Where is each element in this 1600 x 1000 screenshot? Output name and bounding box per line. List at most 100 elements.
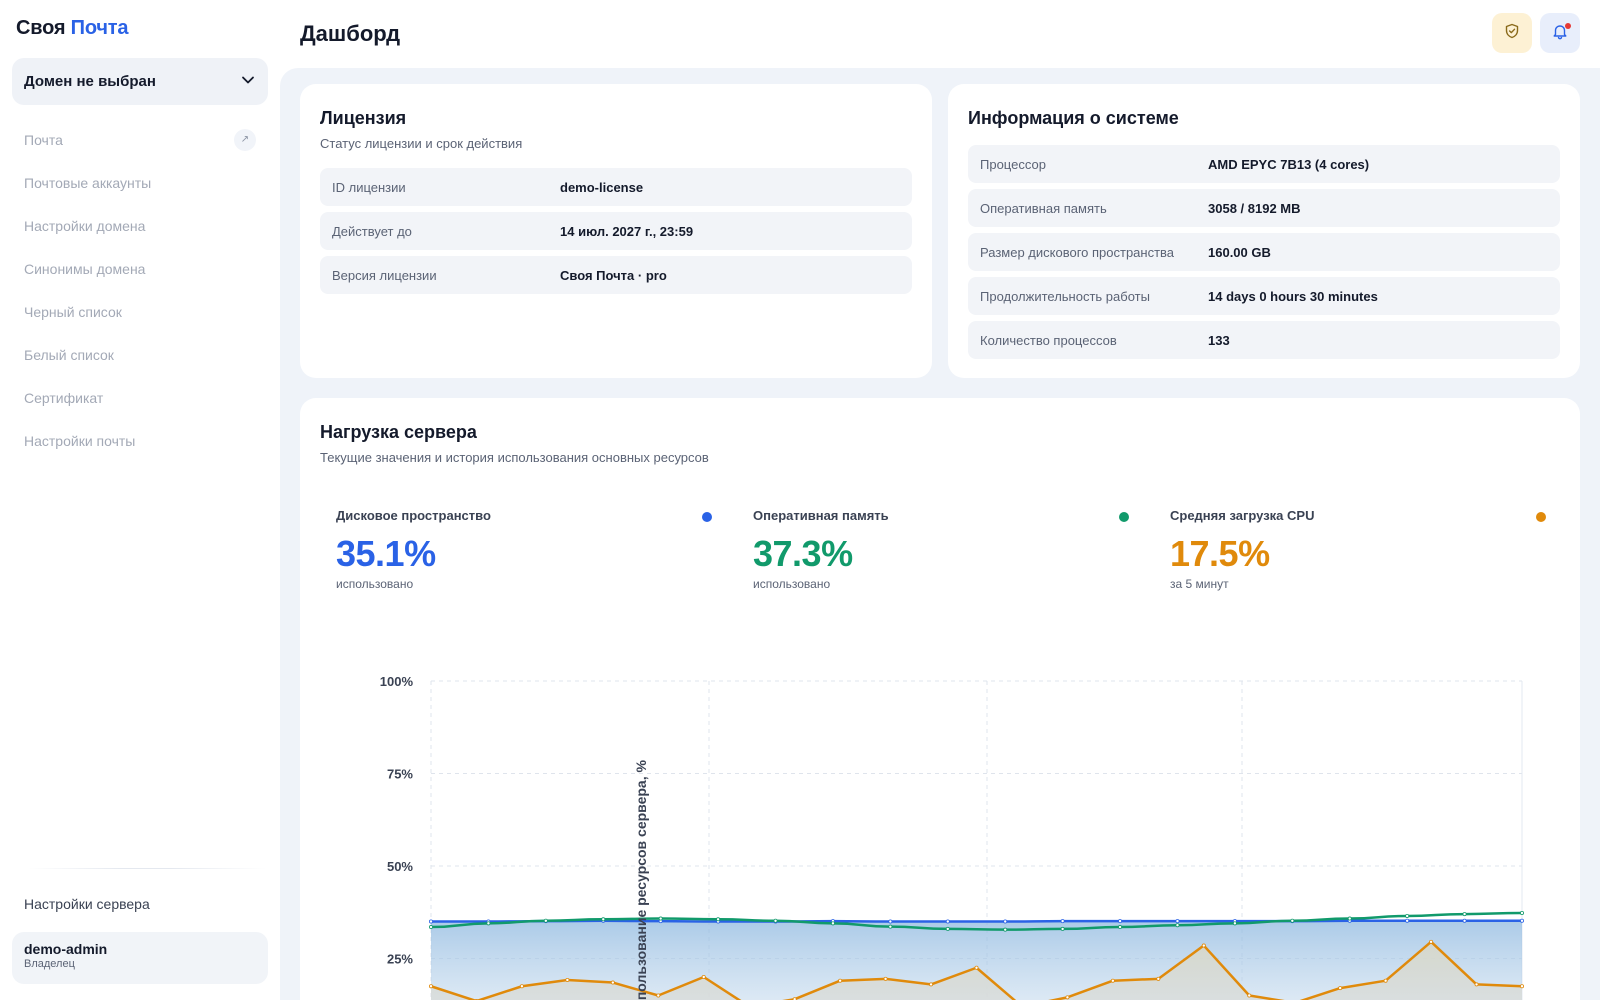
system-row-key: Количество процессов [980, 332, 1117, 348]
logo[interactable]: Своя Почта [16, 17, 128, 40]
y-tick-label: 25% [387, 952, 413, 967]
system-info-title: Информация о системе [968, 108, 1179, 128]
license-row-value: 14 июл. 2027 г., 23:59 [560, 223, 694, 239]
license-row-key: Действует до [332, 223, 412, 239]
chevron-down-icon [240, 72, 256, 92]
memory-point [1175, 923, 1180, 928]
cpu-point [1110, 978, 1115, 983]
memory-point [1060, 926, 1065, 931]
cpu-area [431, 941, 1522, 1000]
user-name: demo-admin [24, 941, 108, 957]
metric-caption: за 5 минут [1170, 577, 1229, 591]
sidebar-item-certificate[interactable]: Сертификат [24, 376, 256, 419]
memory-point [888, 924, 893, 929]
y-tick-label: 100% [380, 674, 414, 689]
metric-label: Оперативная память [753, 508, 889, 523]
memory-line [430, 911, 1523, 931]
cpu-point [929, 982, 934, 987]
user-card[interactable]: demo-admin Владелец [12, 932, 268, 984]
sidebar-item-blacklist[interactable]: Черный список [24, 290, 256, 333]
system-row-key: Продолжительность работы [980, 288, 1150, 304]
legend-dot-memory [1119, 512, 1129, 522]
cpu-point [656, 993, 661, 998]
system-info-card: Информация о системе Процессор AMD EPYC … [948, 84, 1580, 378]
license-row-value: Своя Почта · pro [560, 267, 667, 283]
metric-label: Дисковое пространство [336, 508, 491, 523]
system-row-memory: Оперативная память 3058 / 8192 MB [968, 189, 1560, 227]
memory-point [1520, 910, 1525, 915]
license-subtitle: Статус лицензии и срок действия [320, 136, 523, 151]
chart-areas [431, 920, 1522, 1000]
cpu-point [1383, 978, 1388, 983]
memory-point [773, 918, 778, 923]
cpu-point [1474, 982, 1479, 987]
memory-point [658, 916, 663, 921]
sidebar-item-mail[interactable]: Почта ↗ [24, 118, 256, 161]
y-tick-label: 75% [387, 767, 413, 782]
system-info-list: Процессор AMD EPYC 7B13 (4 cores) Операт… [968, 145, 1560, 365]
chart-y-axis: 100% 75% 50% 25% [380, 674, 414, 967]
server-load-card: Нагрузка сервера Текущие значения и исто… [300, 398, 1580, 1000]
metric-caption: использовано [753, 577, 831, 591]
disk-point [945, 919, 950, 924]
metric-caption: использовано [336, 577, 414, 591]
sidebar: Своя Почта Домен не выбран Почта ↗ Почто… [0, 0, 280, 1000]
sidebar-nav: Почта ↗ Почтовые аккаунты Настройки доме… [24, 118, 256, 462]
logo-text-part2: Почта [70, 17, 129, 39]
cpu-point [428, 984, 433, 989]
memory-point [1290, 918, 1295, 923]
system-row-key: Размер дискового пространства [980, 244, 1175, 260]
metric-cpu: Средняя загрузка CPU 17.5% за 5 минут [1170, 508, 1546, 591]
sidebar-item-mail-accounts[interactable]: Почтовые аккаунты [24, 161, 256, 204]
license-row-id: ID лицензии demo-license [320, 168, 912, 206]
memory-point [1003, 927, 1008, 932]
memory-point [1232, 921, 1237, 926]
logo-text-part1: Своя [16, 17, 66, 39]
sidebar-item-label: Почта [24, 131, 63, 148]
license-row-value: demo-license [560, 179, 644, 195]
sidebar-item-label: Настройки домена [24, 217, 146, 234]
disk-line [431, 919, 1522, 923]
domain-select[interactable]: Домен не выбран [12, 58, 268, 105]
license-row-version: Версия лицензии Своя Почта · pro [320, 256, 912, 294]
server-load-title: Нагрузка сервера [320, 422, 477, 442]
license-card: Лицензия Статус лицензии и срок действия… [300, 84, 932, 378]
sidebar-item-label: Сертификат [24, 389, 104, 406]
sidebar-item-domain-settings[interactable]: Настройки домена [24, 204, 256, 247]
system-row-key: Оперативная память [980, 200, 1107, 216]
license-status-button[interactable] [1492, 13, 1532, 53]
memory-point [543, 918, 548, 923]
sidebar-item-domain-aliases[interactable]: Синонимы домена [24, 247, 256, 290]
system-row-value: 3058 / 8192 MB [1208, 200, 1301, 216]
legend-dot-disk [702, 512, 712, 522]
server-load-chart: 100% 75% 50% 25% Использование ресурсов сер… [380, 674, 1525, 1000]
cpu-point [519, 984, 524, 989]
notifications-button[interactable] [1540, 13, 1580, 53]
system-row-key: Процессор [980, 156, 1046, 172]
license-title: Лицензия [320, 108, 407, 128]
metric-value: 17.5% [1170, 533, 1270, 574]
cpu-point [1201, 943, 1206, 948]
system-row-cpu: Процессор AMD EPYC 7B13 (4 cores) [968, 145, 1560, 183]
shield-check-icon [1504, 23, 1520, 44]
sidebar-item-server-settings[interactable]: Настройки сервера [24, 896, 150, 912]
memory-point [1347, 916, 1352, 921]
metric-value: 37.3% [753, 533, 853, 574]
disk-point [1003, 919, 1008, 924]
sidebar-item-whitelist[interactable]: Белый список [24, 333, 256, 376]
disk-point [1118, 919, 1123, 924]
server-load-subtitle: Текущие значения и история использования… [320, 450, 709, 465]
memory-point [428, 925, 433, 930]
cpu-point [838, 978, 843, 983]
cpu-point [883, 976, 888, 981]
memory-point [486, 921, 491, 926]
disk-point [428, 919, 433, 924]
memory-point [601, 917, 606, 922]
sidebar-item-mail-settings[interactable]: Настройки почты [24, 419, 256, 462]
disk-point [888, 919, 893, 924]
memory-point [1405, 913, 1410, 918]
chart-y-axis-label: Использование ресурсов сервера, % [633, 760, 649, 1000]
sidebar-item-label: Настройки почты [24, 432, 136, 449]
user-role: Владелец [24, 958, 75, 970]
system-row-value: 160.00 GB [1208, 244, 1271, 260]
